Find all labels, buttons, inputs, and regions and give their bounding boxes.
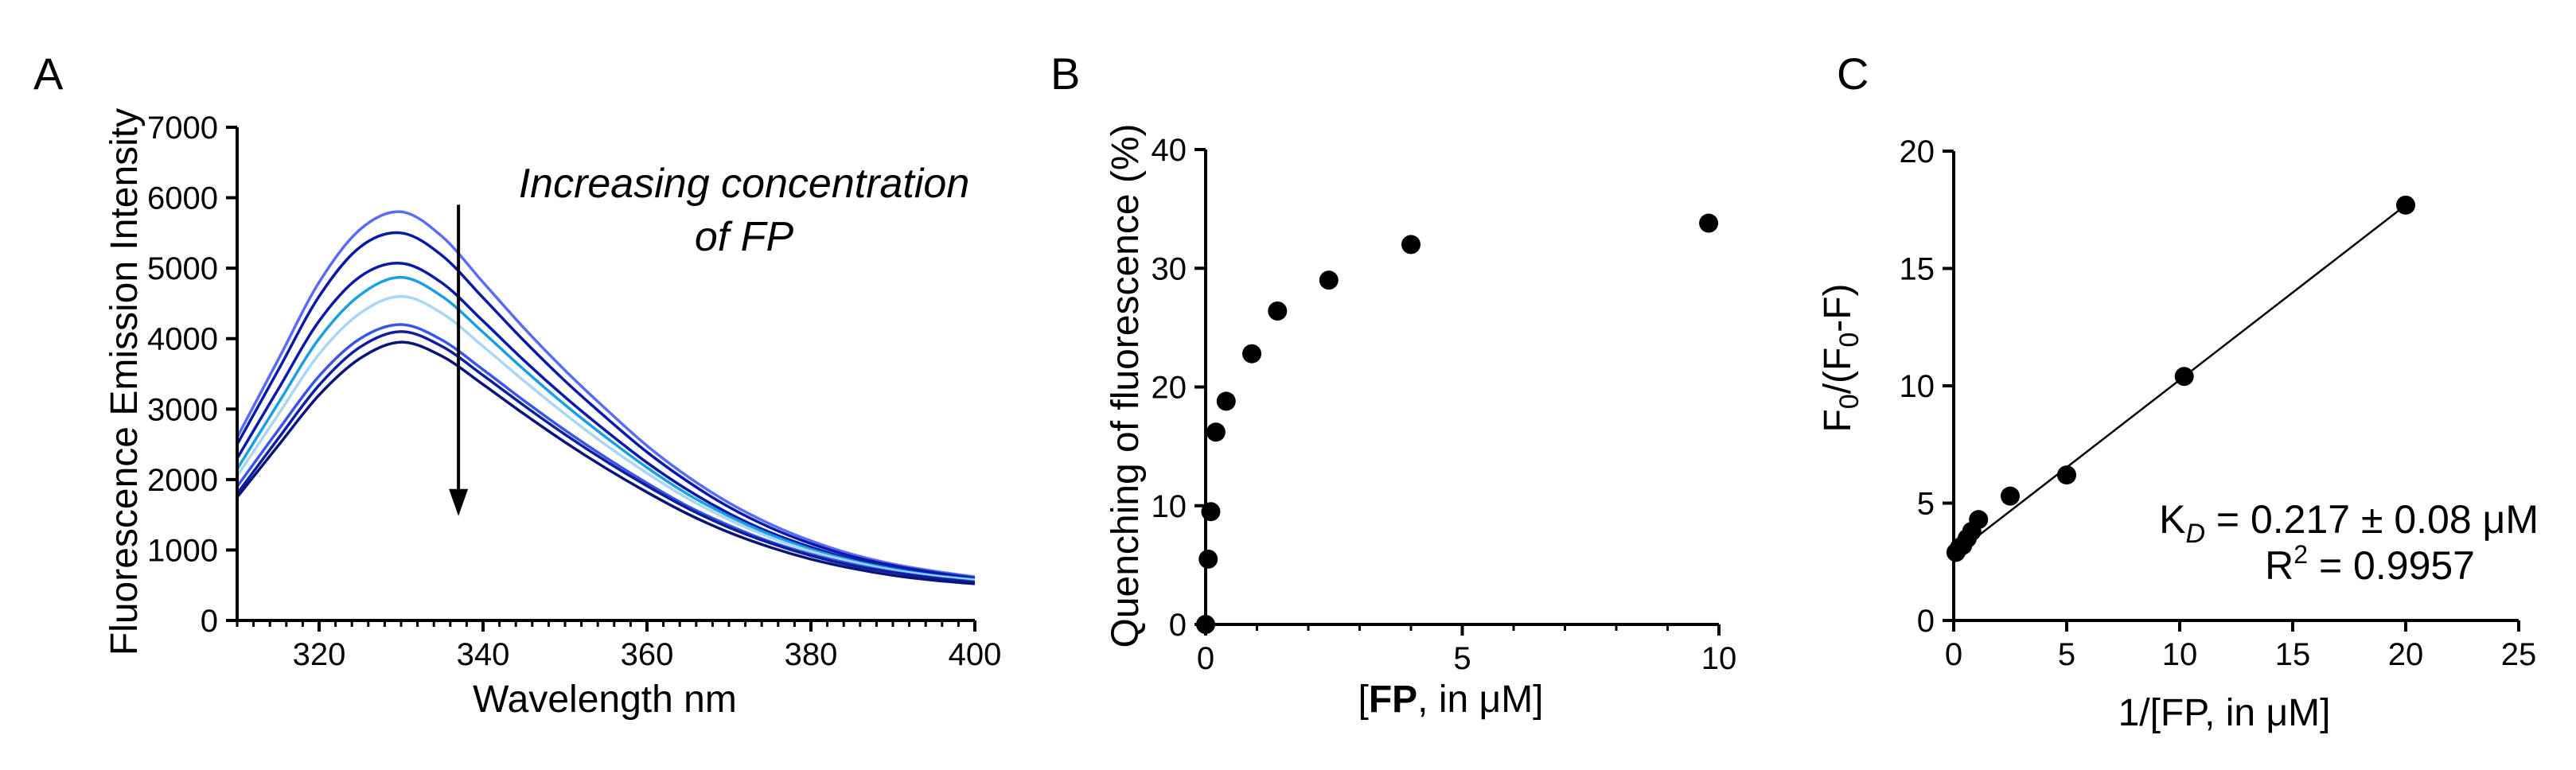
- panel-a-annotation-line1: Increasing concentration: [519, 161, 970, 207]
- panel-a-letter: A: [33, 49, 64, 99]
- y-tick-label: 7000: [147, 111, 218, 146]
- y-tick-label: 15: [1900, 252, 1935, 287]
- panel-b-point: [1242, 344, 1262, 364]
- panel-a-line-chart: A 320 340 360 380 400 0 1000 2000 3000 4000 5000 6…: [33, 49, 1001, 721]
- panel-c-x-ticks: 0 5 10 15 20 25: [1945, 620, 2536, 672]
- y-tick-label: 6000: [147, 181, 218, 216]
- y-tick-label: 5000: [147, 251, 218, 286]
- y-tick-label: 10: [1900, 369, 1935, 404]
- panel-b-point: [1401, 235, 1421, 255]
- panel-a-series-s2: [236, 231, 976, 580]
- panel-c-point: [2057, 465, 2076, 485]
- x-tick-label: 5: [2058, 637, 2075, 672]
- y-tick-label: 20: [1152, 371, 1187, 406]
- panel-c-x-axis-title: 1/[FP, in μM]: [2118, 692, 2331, 734]
- panel-a-y-ticks: 0 1000 2000 3000 4000 5000 6000 7000: [147, 111, 237, 639]
- panel-c-points: [1946, 195, 2415, 562]
- x-tick-label: 340: [457, 637, 510, 672]
- y-tick-label: 1000: [147, 533, 218, 568]
- panel-c-point: [1969, 510, 1989, 530]
- y-tick-label: 3000: [147, 392, 218, 427]
- panel-c-linear-fit-chart: C 0 5 10 15 20 25 0 5 10 15 20 1/[FP, in μM] F0/(…: [1817, 49, 2539, 734]
- x-tick-label: 5: [1453, 641, 1471, 676]
- panel-c-r2-label: R2 = 0.9957: [2265, 540, 2475, 588]
- panel-c-point: [2001, 486, 2020, 506]
- panel-b-x-axis-title-open: [: [1358, 679, 1368, 721]
- y-tick-label: 0: [201, 604, 218, 639]
- panel-a-series-s4: [236, 275, 976, 581]
- y-tick-label: 5: [1917, 487, 1935, 522]
- panel-a-annotation-line2: of FP: [695, 214, 794, 260]
- panel-a-series-s8: [236, 340, 976, 585]
- x-tick-label: 380: [785, 637, 838, 672]
- panel-b-x-ticks: 0 5 10: [1197, 624, 1736, 676]
- y-tick-label: 40: [1152, 133, 1187, 168]
- panel-b-y-ticks: 0 10 20 30 40: [1152, 133, 1206, 643]
- panel-b-point: [1206, 422, 1226, 442]
- x-tick-label: 400: [949, 637, 1002, 672]
- y-tick-label: 4000: [147, 322, 218, 357]
- x-tick-label: 20: [2388, 637, 2424, 672]
- panel-b-x-axis-title-rest: , in μM]: [1417, 679, 1543, 721]
- x-tick-label: 15: [2275, 637, 2311, 672]
- x-tick-label: 10: [2162, 637, 2198, 672]
- panel-a-y-axis-title: Fluorescence Emission Intensity: [103, 108, 146, 655]
- panel-b-point: [1319, 270, 1339, 290]
- panel-c-point: [2396, 195, 2415, 215]
- panel-c-kd-label: KD = 0.217 ± 0.08 μM: [2159, 497, 2539, 549]
- panel-a-series-s7: [236, 330, 976, 584]
- panel-a-series-s5: [236, 294, 976, 582]
- x-tick-label: 25: [2501, 637, 2537, 672]
- panel-a-axes: [236, 127, 975, 622]
- x-tick-label: 320: [293, 637, 346, 672]
- panel-a-arrow-head: [449, 488, 469, 516]
- panel-b-axes: [1204, 150, 1719, 626]
- x-tick-label: 0: [1945, 637, 1962, 672]
- panel-a-series-s3: [236, 262, 976, 581]
- panel-b-point: [1699, 213, 1719, 233]
- y-tick-label: 20: [1900, 134, 1935, 169]
- panel-b-y-axis-title: Quenching of fluorescence (%): [1105, 123, 1147, 648]
- panel-a-x-axis-title: Wavelength nm: [473, 679, 737, 721]
- panel-b-point: [1268, 301, 1288, 321]
- panel-c-y-axis-title: F0/(F0-F): [1817, 283, 1865, 432]
- y-tick-label: 0: [1917, 604, 1935, 639]
- panel-b-point: [1198, 549, 1218, 569]
- panel-b-x-axis-title: [FP, in μM]: [1358, 679, 1543, 721]
- panel-c-y-ticks: 0 5 10 15 20: [1900, 134, 1954, 639]
- panel-c-point: [2174, 367, 2194, 387]
- panel-b-letter: B: [1050, 49, 1080, 99]
- panel-b-point: [1196, 615, 1215, 634]
- y-tick-label: 10: [1152, 489, 1187, 524]
- panel-c-letter: C: [1837, 49, 1869, 99]
- y-tick-label: 30: [1152, 251, 1187, 286]
- panel-a-curves: [236, 210, 976, 585]
- panel-b-point: [1216, 391, 1236, 411]
- x-tick-label: 0: [1197, 641, 1214, 676]
- panel-b-x-axis-title-bold: FP: [1369, 679, 1417, 721]
- x-tick-label: 360: [621, 637, 674, 672]
- panel-a-x-ticks: 320 340 360 380 400: [236, 620, 1002, 672]
- panel-b-scatter-chart: B 0 5 10 0 10 20 30 40 [FP, in μM] Quenching o…: [1050, 49, 1736, 721]
- y-tick-label: 0: [1169, 608, 1187, 643]
- panel-a-series-s6: [236, 323, 976, 584]
- x-tick-label: 10: [1701, 641, 1737, 676]
- panel-b-points: [1196, 213, 1719, 634]
- y-tick-label: 2000: [147, 463, 218, 498]
- panel-a-series-s1: [236, 210, 976, 578]
- panel-b-point: [1201, 502, 1221, 522]
